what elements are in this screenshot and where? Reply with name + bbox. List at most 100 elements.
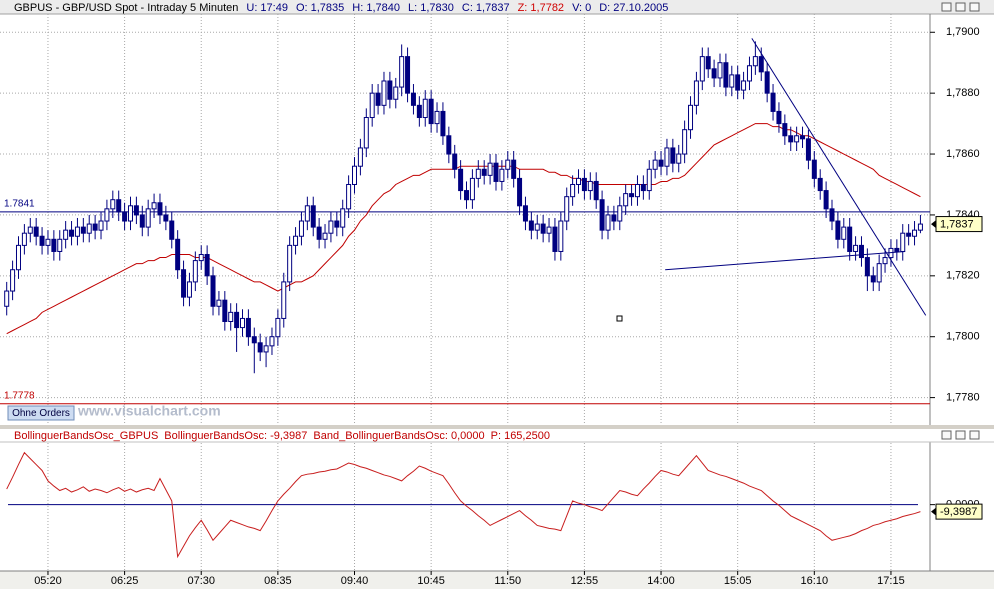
candle-body-up (98, 220, 104, 231)
candle-body-up (198, 254, 204, 262)
y-tick-label: 1,7780 (946, 392, 980, 404)
candle-body-down (428, 98, 434, 125)
candle-body-up (363, 117, 369, 149)
x-tick-label: 17:15 (877, 575, 905, 587)
candle-body-down (800, 135, 806, 140)
candle-body-down (405, 56, 411, 94)
candle-body-up (275, 317, 281, 338)
candle-body-up (304, 205, 310, 222)
candle-body-down (581, 177, 587, 192)
header-field: C: 1,7837 (462, 2, 510, 14)
candle-body-up (587, 180, 593, 192)
candle-body-down (835, 220, 841, 240)
candle-body-up (186, 281, 192, 298)
candle-body-down (493, 162, 499, 182)
candle-body-up (693, 80, 699, 106)
candle-body-down (540, 223, 546, 234)
candle-body-down (705, 56, 711, 70)
candle-body-up (882, 257, 888, 265)
candle-body-up (623, 193, 629, 207)
candle-body-down (829, 208, 835, 222)
candle-body-down (92, 223, 98, 231)
oscillator-line (6, 451, 921, 559)
candle-body-up (340, 208, 346, 228)
candle-body-down (157, 202, 163, 216)
candle-body-up (876, 263, 882, 283)
y-tick-label: 1,7900 (946, 26, 980, 38)
orders-button-label[interactable]: Ohne Orders (12, 408, 70, 419)
candle-body-up (57, 238, 63, 252)
candle-body-down (39, 235, 45, 246)
candle-body-up (27, 226, 33, 234)
candle-body-down (69, 229, 75, 237)
candle-body-down (222, 299, 228, 322)
candle-body-up (287, 244, 293, 283)
header-field: H: 1,7840 (352, 2, 400, 14)
candle-body-up (21, 232, 27, 246)
candle-body-up (4, 290, 10, 307)
last-value-box (935, 216, 983, 233)
candle-body-up (393, 86, 399, 100)
candle-body-down (611, 214, 617, 222)
reference-label: 1.7778 (4, 390, 35, 401)
marker (616, 315, 623, 322)
candle-body-up (127, 205, 133, 222)
candle-body-up (617, 205, 623, 222)
osc-maximize-button[interactable] (955, 430, 966, 440)
title-bar (0, 0, 994, 14)
candle-body-down (410, 92, 416, 106)
osc-subtitle: Band_BollinguerBandsOsc: 0,0000 (313, 430, 484, 442)
candle-body-up (570, 183, 576, 198)
candle-body-down (593, 180, 599, 201)
candle-body-up (216, 299, 222, 307)
candle-body-up (688, 104, 694, 131)
osc-close-button[interactable] (969, 430, 980, 440)
osc-minimize-button[interactable] (941, 430, 952, 440)
x-tick-label: 11:50 (494, 575, 521, 587)
candle-body-up (469, 177, 475, 201)
candle-body-down (234, 311, 240, 329)
last-value-label: -9,3987 (940, 506, 977, 518)
x-tick-label: 07:30 (187, 575, 215, 587)
y-tick-label: 1,7820 (946, 270, 980, 282)
candle-body-up (717, 62, 723, 79)
candle-body-down (139, 214, 145, 228)
last-value-pointer (931, 507, 936, 516)
candle-body-up (151, 202, 157, 210)
candle-body-up (74, 226, 80, 237)
candle-body-up (853, 244, 859, 252)
candle-body-down (51, 238, 57, 252)
candle-body-down (511, 159, 517, 179)
minimize-button[interactable] (941, 2, 952, 12)
candle-body-down (310, 205, 316, 228)
candle-body-down (894, 247, 900, 252)
candle-body-down (458, 168, 464, 192)
candle-body-down (906, 232, 912, 237)
osc-title: BollinguerBandsOsc_GBPUS (14, 430, 158, 442)
y-tick-label: 1,7800 (946, 331, 980, 343)
candle-body-down (770, 92, 776, 112)
candle-body-up (729, 74, 735, 88)
candle-body-up (546, 226, 552, 234)
time-axis-bg (0, 571, 994, 589)
candle-body-up (794, 135, 800, 143)
candle-body-up (63, 229, 69, 240)
candle-body-up (228, 311, 234, 322)
candle-body-up (746, 65, 752, 82)
orders-button[interactable] (7, 405, 75, 421)
maximize-button[interactable] (955, 2, 966, 12)
candle-body-up (298, 220, 304, 237)
candle-body-up (664, 147, 670, 167)
candle-body-up (269, 336, 275, 347)
osc-subtitle: P: 165,2500 (491, 430, 550, 442)
candle-body-down (788, 135, 794, 143)
candle-body-up (558, 220, 564, 252)
candle-body-down (864, 257, 870, 277)
close-button[interactable] (969, 2, 980, 12)
candle-body-up (346, 183, 352, 210)
x-tick-label: 14:00 (647, 575, 675, 587)
x-tick-label: 09:40 (341, 575, 369, 587)
candle-body-up (86, 223, 92, 234)
candle-body-up (576, 177, 582, 185)
candle-body-up (917, 223, 923, 231)
